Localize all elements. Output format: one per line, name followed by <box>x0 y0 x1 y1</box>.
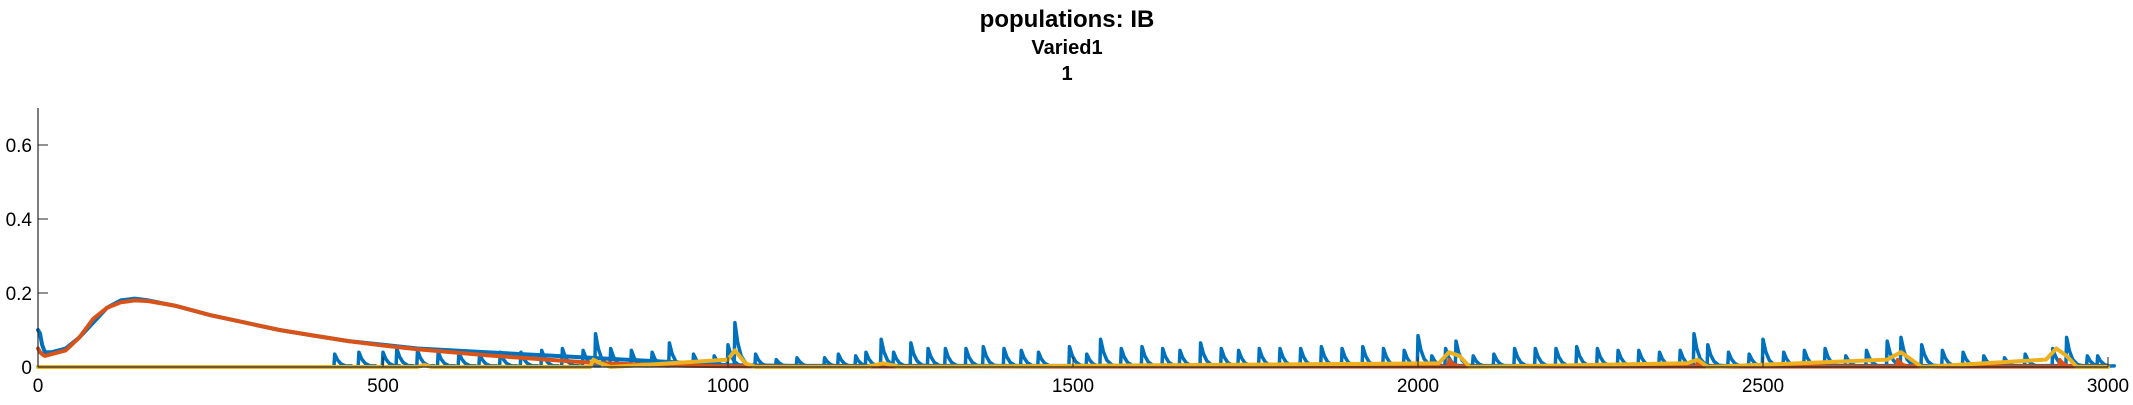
x-tick-label: 500 <box>367 376 399 397</box>
title-line-3: 1 <box>1061 63 1072 85</box>
series-1-spike <box>1919 343 1941 368</box>
series-2-spike <box>2057 357 2079 369</box>
series-1-spike <box>925 346 947 368</box>
series-1-spike <box>394 346 416 368</box>
series-1-spike <box>1760 337 1782 368</box>
series-1-spike <box>1067 344 1088 368</box>
series-1-spike <box>1532 346 1554 368</box>
y-tick-label: 0.6 <box>6 136 32 157</box>
series-1-spike <box>1705 343 1727 368</box>
series-3-line <box>36 346 2110 369</box>
series-1-spike <box>908 341 930 368</box>
series-1-spike <box>356 350 378 368</box>
series-2-spike <box>1895 357 1916 369</box>
x-tick-label: 1000 <box>707 376 749 397</box>
x-tick-label: 2500 <box>1742 376 1784 397</box>
series-1-spike <box>1118 346 1140 368</box>
y-tick-label: 0 <box>21 358 32 379</box>
series-1-spike <box>1036 350 1057 368</box>
series-1-spike <box>435 350 457 368</box>
series-1-spike <box>332 352 354 368</box>
series-1-spike <box>963 346 985 368</box>
series-1-spike <box>1553 346 1575 368</box>
title-line-1: populations: IB <box>980 6 1155 33</box>
x-tick-label: 0 <box>33 376 44 397</box>
series-1-spike <box>1018 348 1040 368</box>
title-line-2: Varied1 <box>1031 37 1102 59</box>
series-1 <box>36 296 2116 369</box>
series-1-spike <box>1001 346 1023 368</box>
x-tick-label: 1500 <box>1052 376 1094 397</box>
series-1-spike <box>1098 337 1119 368</box>
series-group <box>36 296 2116 369</box>
chart-title: populations: IB Varied1 1 <box>980 6 1155 85</box>
series-1-spike <box>980 344 1002 368</box>
axes: 0 500 1000 1500 2000 2500 3000 0 0.2 0.4 0.6 <box>6 108 2129 397</box>
y-tick-label: 0.2 <box>6 284 32 305</box>
series-1-spike <box>942 346 964 368</box>
series-1-spike <box>1512 346 1533 368</box>
series-3 <box>36 346 2110 369</box>
series-1-spike <box>1139 344 1161 368</box>
series-1-spike <box>1198 341 1219 368</box>
x-tick-label: 3000 <box>2087 376 2129 397</box>
y-tick-label: 0.4 <box>6 210 33 231</box>
x-tick-label: 2000 <box>1397 376 1439 397</box>
series-2-spike <box>1446 357 1468 369</box>
